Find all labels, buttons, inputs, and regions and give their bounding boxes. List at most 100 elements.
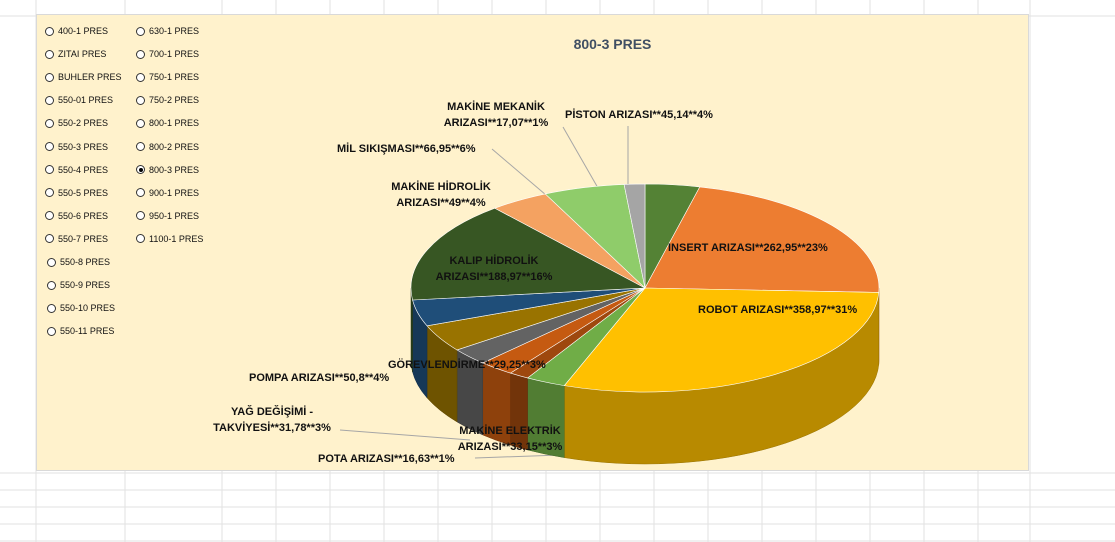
radio-button[interactable]: [136, 26, 145, 36]
label-makine-elektrik-line2: ARIZASI**33,15**3%: [457, 441, 563, 453]
leader-line: [491, 148, 547, 196]
radio-option[interactable]: 550-3 PRES: [45, 142, 108, 152]
radio-button[interactable]: [47, 257, 56, 267]
label-piston: PİSTON ARIZASI**45,14**4%: [565, 109, 713, 121]
radio-option[interactable]: 550-9 PRES: [47, 280, 110, 290]
label-makine-mekanik-line1: MAKİNE MEKANİK: [447, 101, 545, 113]
radio-option-label: 550-4 PRES: [58, 164, 109, 175]
radio-button[interactable]: [45, 234, 54, 244]
radio-option-label: 750-2 PRES: [149, 95, 200, 106]
radio-option-label: 550-11 PRES: [60, 326, 115, 337]
radio-button[interactable]: [47, 303, 56, 313]
radio-option-label: 550-6 PRES: [58, 210, 109, 221]
label-makine-elektrik-line1: MAKİNE ELEKTRİK: [459, 425, 561, 437]
radio-button[interactable]: [45, 188, 54, 198]
radio-button-selected[interactable]: [136, 165, 145, 175]
radio-option[interactable]: 630-1 PRES: [136, 26, 199, 36]
pie-slice: [623, 183, 646, 289]
radio-option[interactable]: 550-2 PRES: [45, 118, 108, 128]
radio-button[interactable]: [45, 95, 54, 105]
radio-option[interactable]: 550-01 PRES: [45, 95, 113, 105]
label-makine-mekanik-line2: ARIZASI**17,07**1%: [443, 117, 549, 129]
radio-option[interactable]: 550-10 PRES: [47, 303, 115, 313]
radio-button[interactable]: [45, 142, 54, 151]
radio-option[interactable]: 900-1 PRES: [136, 188, 199, 198]
radio-option-label: 800-3 PRES: [149, 164, 200, 175]
radio-option[interactable]: BUHLER PRES: [45, 72, 122, 82]
radio-option[interactable]: 550-6 PRES: [45, 211, 108, 221]
radio-button[interactable]: [45, 118, 54, 128]
radio-option[interactable]: 550-5 PRES: [45, 188, 108, 198]
radio-option-label: 800-1 PRES: [149, 118, 200, 129]
label-yag-degisimi: YAĞ DEĞİŞİMİ - TAKVİYESİ**31,78**3%: [204, 404, 340, 436]
label-insert: INSERT ARIZASI**262,95**23%: [668, 242, 828, 254]
radio-button[interactable]: [45, 165, 54, 175]
pie-slice: [563, 287, 880, 393]
radio-button[interactable]: [47, 326, 56, 336]
label-yag-degisimi-line2: TAKVİYESİ**31,78**3%: [213, 422, 331, 434]
radio-option[interactable]: 400-1 PRES: [45, 26, 108, 36]
radio-option[interactable]: 550-4 PRES: [45, 165, 108, 175]
radio-option-label: 750-1 PRES: [149, 72, 200, 83]
label-makine-hidrolik-line2: ARIZASI**49**4%: [396, 197, 486, 209]
radio-option-label: 550-7 PRES: [58, 233, 109, 244]
radio-option-label: 950-1 PRES: [149, 210, 200, 221]
radio-button[interactable]: [45, 211, 54, 221]
leader-line: [474, 454, 561, 459]
radio-option-label: 900-1 PRES: [149, 187, 200, 198]
radio-option-label: 800-2 PRES: [149, 141, 200, 152]
radio-button[interactable]: [136, 188, 145, 198]
leader-line: [339, 429, 471, 441]
radio-option-label: 550-10 PRES: [60, 303, 116, 314]
radio-option[interactable]: 550-8 PRES: [47, 257, 110, 267]
radio-button[interactable]: [136, 72, 145, 82]
radio-button[interactable]: [136, 234, 145, 244]
radio-button[interactable]: [136, 49, 145, 59]
radio-button[interactable]: [47, 280, 56, 290]
radio-option[interactable]: 750-2 PRES: [136, 95, 199, 105]
label-kalip-hidrolik: KALIP HİDROLİK ARIZASI**188,97**16%: [426, 253, 562, 285]
label-kalip-hidrolik-line2: ARIZASI**188,97**16%: [435, 271, 553, 283]
radio-button[interactable]: [45, 26, 54, 36]
radio-option-label: BUHLER PRES: [58, 72, 122, 83]
radio-button[interactable]: [136, 118, 145, 128]
radio-option[interactable]: ZITAI PRES: [45, 49, 106, 59]
radio-option[interactable]: 550-7 PRES: [45, 234, 108, 244]
pie-slice: [410, 207, 647, 301]
label-robot: ROBOT ARIZASI**358,97**31%: [698, 304, 858, 316]
radio-option-label: 630-1 PRES: [149, 26, 200, 36]
label-makine-hidrolik: MAKİNE HİDROLİK ARIZASI**49**4%: [386, 179, 496, 211]
radio-option[interactable]: 1100-1 PRES: [136, 234, 203, 244]
radio-option-label: 550-2 PRES: [58, 118, 109, 129]
radio-button[interactable]: [136, 142, 145, 151]
radio-option-label: 550-9 PRES: [60, 280, 111, 291]
radio-option-label: 550-5 PRES: [58, 187, 109, 198]
label-makine-mekanik: MAKİNE MEKANİK ARIZASI**17,07**1%: [434, 99, 558, 131]
radio-option-label: 550-8 PRES: [60, 257, 111, 267]
radio-option-label: 550-01 PRES: [58, 95, 114, 106]
label-gorevlendirme: GÖREVLENDİRME**29,25**3%: [388, 359, 546, 371]
radio-button[interactable]: [45, 49, 54, 59]
radio-option[interactable]: 800-2 PRES: [136, 142, 199, 152]
radio-option[interactable]: 950-1 PRES: [136, 211, 199, 221]
radio-option-label: 400-1 PRES: [58, 26, 109, 36]
radio-option[interactable]: 750-1 PRES: [136, 72, 199, 82]
radio-option[interactable]: 550-11 PRES: [47, 326, 114, 336]
radio-option-label: 700-1 PRES: [149, 49, 200, 60]
radio-button[interactable]: [45, 72, 54, 82]
leader-line: [562, 126, 599, 189]
radio-option-label: 550-3 PRES: [58, 141, 109, 152]
radio-button[interactable]: [136, 211, 145, 221]
radio-button[interactable]: [136, 95, 145, 105]
label-mil-sikismasi: MİL SIKIŞMASI**66,95**6%: [337, 143, 476, 155]
radio-option[interactable]: 700-1 PRES: [136, 49, 199, 59]
label-pompa: POMPA ARIZASI**50,8**4%: [249, 372, 390, 384]
radio-option[interactable]: 800-1 PRES: [136, 118, 199, 128]
label-makine-hidrolik-line1: MAKİNE HİDROLİK: [391, 181, 491, 193]
label-yag-degisimi-line1: YAĞ DEĞİŞİMİ -: [230, 406, 314, 418]
chart-title: 800-3 PRES: [573, 36, 652, 52]
pie-slice: [644, 186, 880, 293]
radio-option-label: ZITAI PRES: [58, 49, 107, 60]
radio-option[interactable]: 800-3 PRES: [136, 165, 199, 175]
